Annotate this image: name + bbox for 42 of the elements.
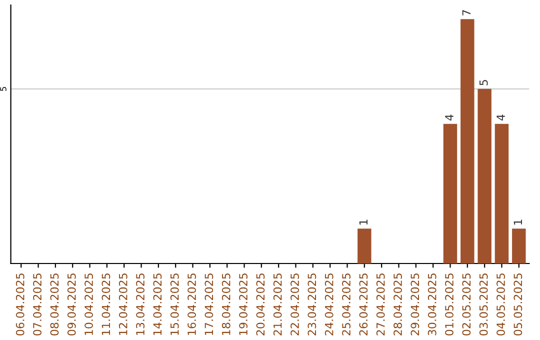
x-tick-label: 11.04.2025 (102, 274, 110, 335)
x-tick-label: 01.05.2025 (445, 274, 454, 336)
x-tick-label: 29.04.2025 (410, 274, 420, 336)
x-tick-label: 08.04.2025 (50, 274, 59, 336)
x-tick-label: 14.04.2025 (153, 274, 162, 335)
x-tick-label: 18.04.2025 (222, 274, 230, 335)
x-tick-label: 05.05.2025 (514, 274, 522, 336)
data-label: 5 (480, 80, 488, 86)
x-tick-label: 24.04.2025 (324, 274, 334, 336)
x-tick-label: 09.04.2025 (67, 274, 76, 336)
data-label: 4 (496, 114, 505, 121)
x-tick-label: 27.04.2025 (376, 274, 385, 336)
bar (512, 228, 526, 264)
x-tick-label: 23.04.2025 (308, 274, 316, 336)
x-tick-label: 26.04.2025 (359, 274, 368, 336)
data-label: 7 (462, 10, 470, 16)
bar (358, 228, 372, 264)
x-tick-label: 25.04.2025 (342, 274, 350, 336)
bar (460, 19, 474, 264)
data-label: 1 (359, 220, 368, 225)
x-tick-label: 07.04.2025 (33, 274, 42, 336)
x-tick-label: 15.04.2025 (170, 274, 179, 335)
x-tick-label: 13.04.2025 (136, 274, 144, 335)
x-tick-label: 04.05.2025 (496, 274, 505, 336)
x-tick-label: 02.05.2025 (462, 274, 471, 336)
x-tick-label: 03.05.2025 (479, 274, 488, 336)
x-tick-label: 12.04.2025 (118, 274, 128, 335)
bar (443, 124, 458, 264)
x-tick-label: 19.04.2025 (239, 274, 248, 335)
x-tick-label: 16.04.2025 (188, 274, 196, 335)
x-tick-label: 17.04.2025 (204, 274, 214, 335)
x-tick-label: 28.04.2025 (394, 274, 402, 336)
x-tick-label: 22.04.2025 (290, 274, 299, 336)
x-tick-label: 06.04.2025 (16, 274, 24, 336)
x-tick-label: 21.04.2025 (273, 274, 282, 336)
bar (478, 88, 492, 264)
bar (494, 124, 509, 264)
data-label: 4 (445, 114, 454, 121)
data-label: 1 (514, 220, 522, 225)
x-tick-label: 10.04.2025 (84, 274, 93, 335)
x-tick-label: 20.04.2025 (256, 274, 265, 336)
x-tick-label: 30.04.2025 (428, 274, 436, 336)
